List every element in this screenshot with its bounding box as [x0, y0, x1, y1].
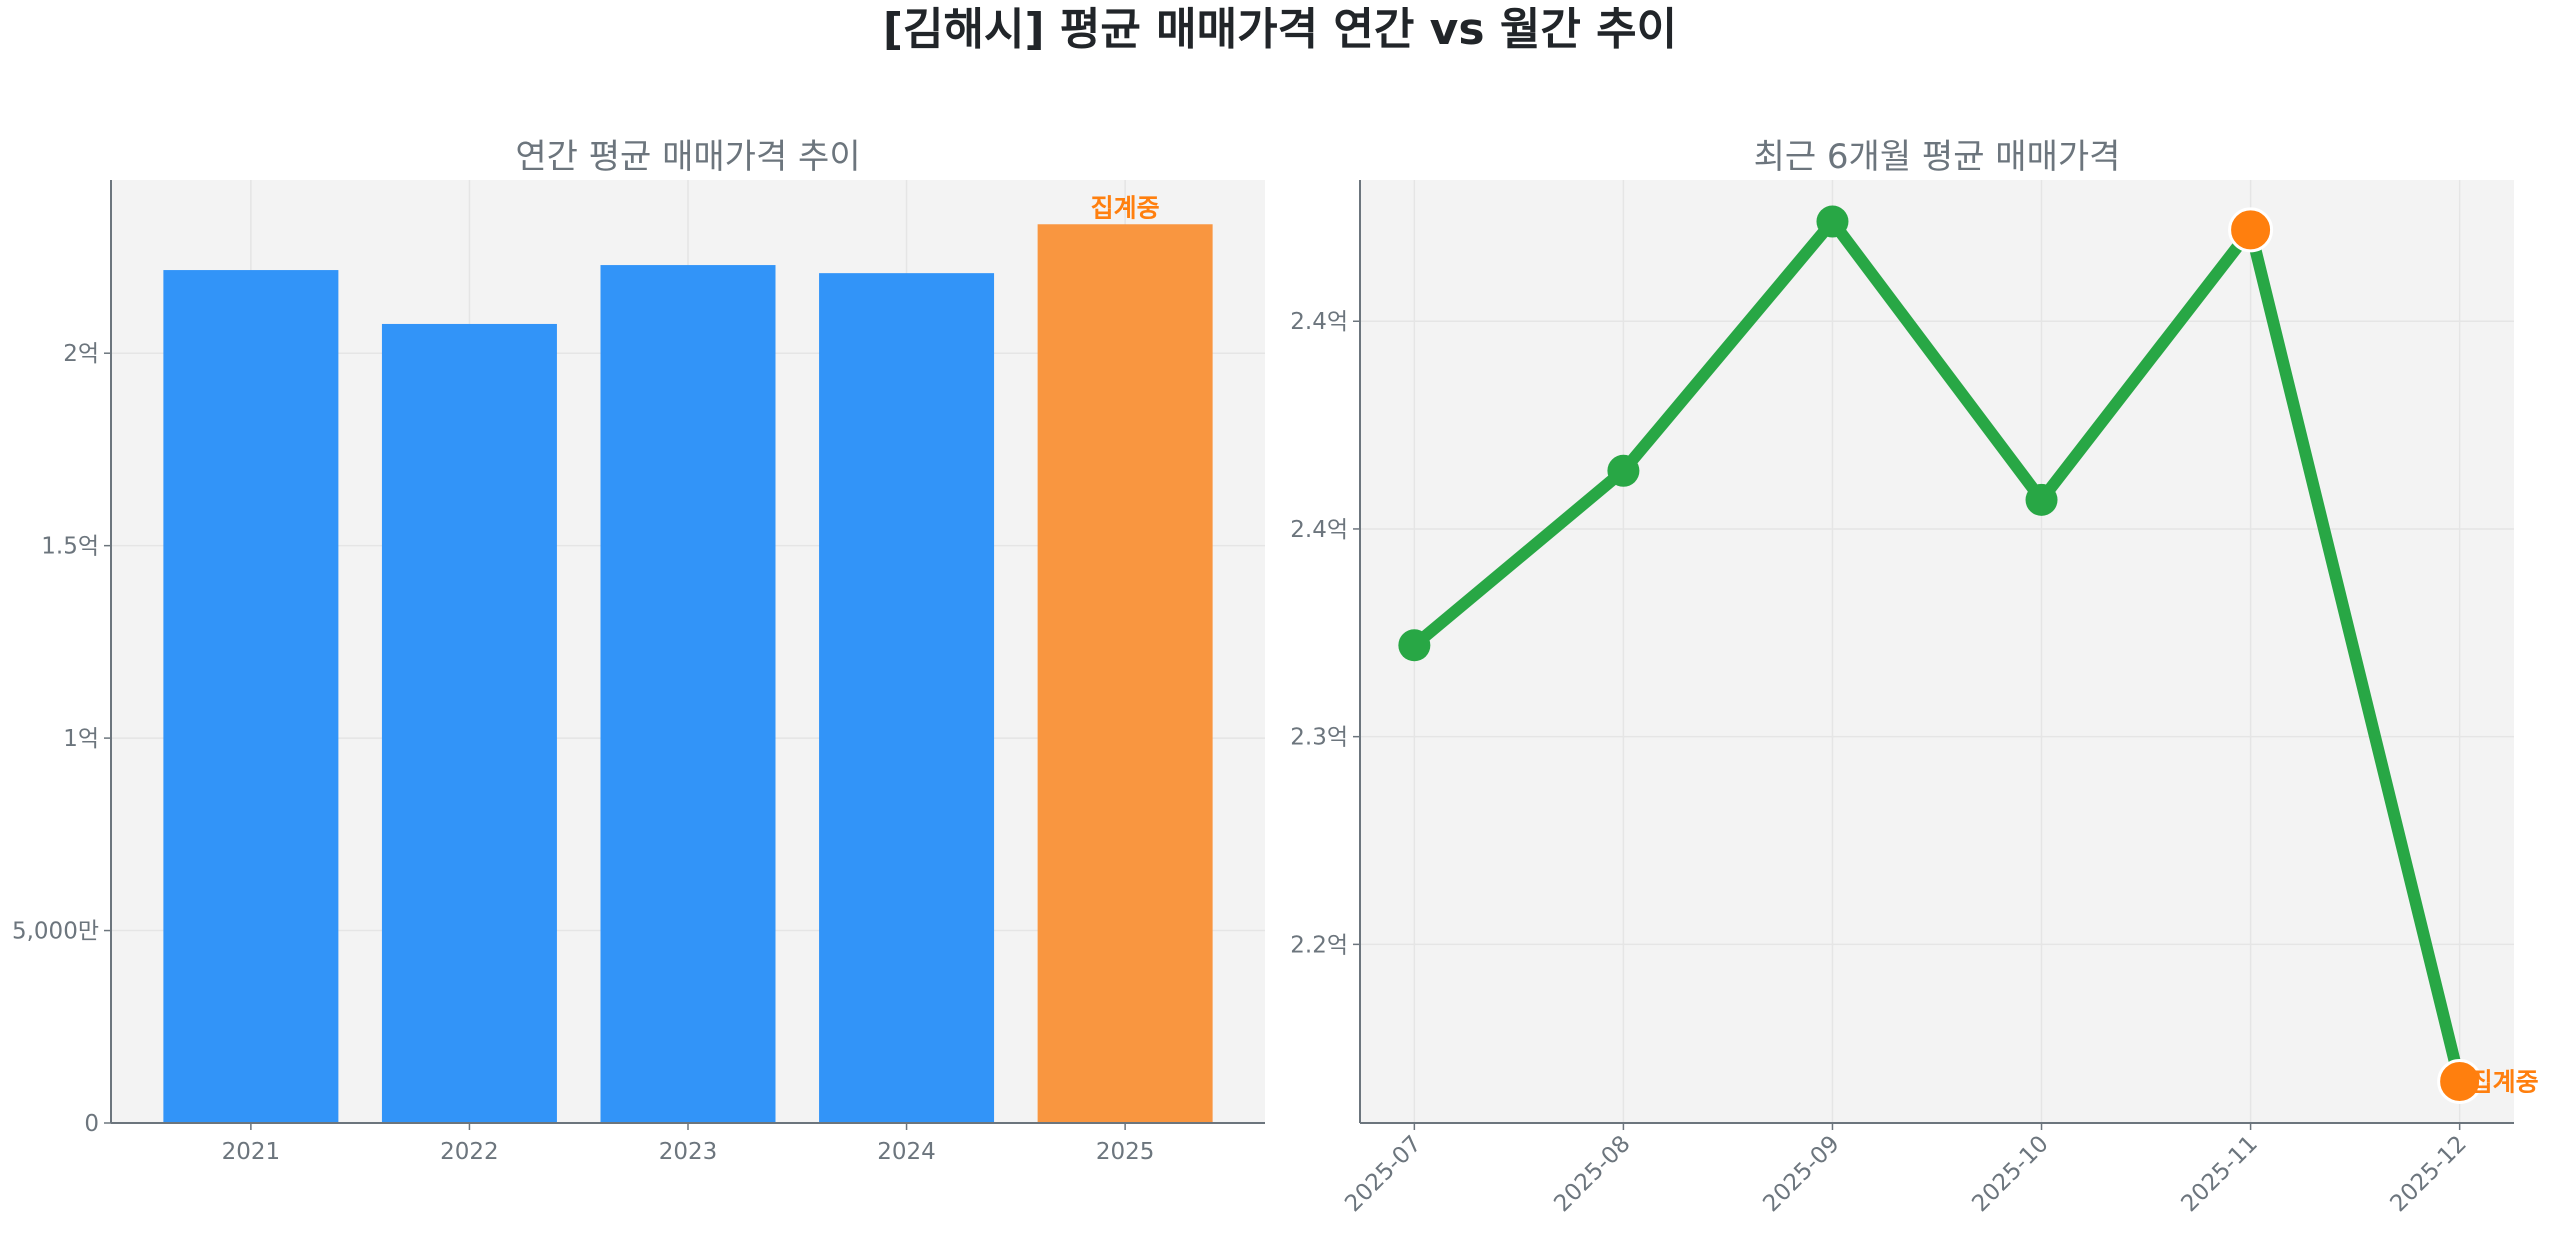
bar-2025	[1037, 224, 1213, 1124]
x-tick-label: 2024	[877, 1139, 936, 1165]
line-chart-title: 최근 6개월 평균 매매가격	[1754, 137, 2121, 177]
y-tick-label: 1.5억	[41, 534, 99, 560]
x-tick-label: 2023	[659, 1139, 718, 1165]
x-tick-label: 2025-10	[1967, 1131, 2053, 1217]
bar-2021	[163, 270, 339, 1123]
y-tick-label: 1억	[63, 726, 99, 752]
data-point-2025-09	[1816, 205, 1849, 238]
y-tick-label: 2.4억	[1290, 517, 1348, 543]
data-point-2025-07	[1398, 629, 1431, 662]
data-point-2025-12	[2437, 1058, 2483, 1104]
x-tick-label: 2022	[440, 1139, 499, 1165]
bar-2024	[819, 273, 995, 1124]
x-tick-label: 2025-07	[1340, 1131, 1426, 1217]
x-tick-label: 2025-08	[1549, 1131, 1635, 1217]
figure-title: [김해시] 평균 매매가격 연간 vs 월간 추이	[883, 4, 1677, 55]
x-tick-label: 2021	[222, 1139, 281, 1165]
x-tick-label: 2025	[1096, 1139, 1155, 1165]
data-point-2025-08	[1607, 454, 1640, 487]
series-line	[1410, 211, 2466, 1083]
bar-chart: 0 5,000만 1억 1.5억 2억 2021 2022 2023 2024 2025 집계중	[12, 180, 1265, 1165]
y-tick-label: 2.3억	[1290, 725, 1348, 751]
y-tick-label: 5,000만	[12, 919, 99, 945]
bar-annotation: 집계중	[1091, 193, 1160, 222]
x-tick-label: 2025-12	[2386, 1131, 2472, 1217]
y-tick-label: 2.4억	[1290, 309, 1348, 335]
line-annotation: 집계중	[2470, 1067, 2539, 1096]
bar-2022	[381, 323, 557, 1123]
y-tick-label: 0	[84, 1111, 99, 1137]
data-point-2025-11	[2228, 207, 2274, 253]
data-point-2025-10	[2025, 483, 2058, 516]
line-chart: 2025-07 2025-08 2025-09 2025-10 2025-11 2025-…	[1290, 180, 2539, 1217]
plot-area	[1360, 180, 2514, 1123]
x-tick-label: 2025-09	[1758, 1131, 1844, 1217]
bar-2023	[600, 265, 776, 1123]
y-tick-label: 2억	[63, 341, 99, 367]
bar-chart-title: 연간 평균 매매가격 추이	[515, 137, 860, 177]
y-tick-label: 2.2억	[1290, 932, 1348, 958]
x-tick-label: 2025-11	[2176, 1131, 2262, 1217]
